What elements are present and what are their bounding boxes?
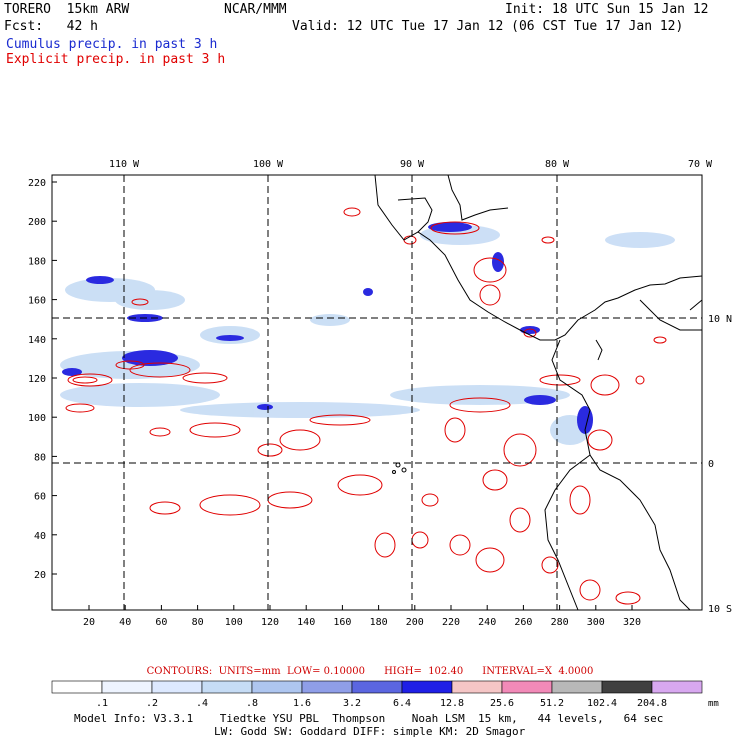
lon-label: 90 W: [400, 159, 425, 170]
y-tick-label: 80: [34, 452, 46, 463]
legend-swatch: [251, 680, 303, 694]
model-info: Model Info: V3.3.1 Tiedtke YSU PBL Thomp…: [74, 712, 664, 725]
legend-swatch: [301, 680, 353, 694]
lat-label: 0: [708, 459, 714, 470]
legend-label: 51.2: [540, 698, 564, 709]
lon-label: 70 W: [688, 159, 713, 170]
graticule: [52, 175, 702, 610]
y-tick-label: 160: [28, 296, 46, 307]
x-tick-label: 160: [333, 617, 351, 628]
legend-swatch: [201, 680, 253, 694]
legend-label: .1: [96, 698, 108, 709]
legend-label: 12.8: [440, 698, 464, 709]
lon-label: 110 W: [109, 159, 140, 170]
y-tick-label: 120: [28, 374, 46, 385]
legend-units: mm: [708, 699, 719, 709]
explicit-contours: [65, 207, 667, 605]
lon-label: 80 W: [545, 159, 570, 170]
x-tick-label: 240: [478, 617, 496, 628]
y-ticks: 220 200 180 160 140 120 100 80 60 40 20: [28, 178, 57, 581]
legend-label: 1.6: [293, 698, 311, 709]
x-tick-label: 180: [370, 617, 388, 628]
coastlines: [374, 174, 703, 611]
legend-label: 25.6: [490, 698, 514, 709]
x-tick-label: 60: [155, 617, 167, 628]
y-tick-label: 200: [28, 217, 46, 228]
legend-swatch: [551, 680, 603, 694]
cumulus-cores: [62, 222, 593, 434]
explicit-legend: Explicit precip. in past 3 h: [6, 52, 226, 67]
x-tick-label: 260: [514, 617, 532, 628]
legend-label: .2: [146, 698, 158, 709]
x-tick-label: 300: [587, 617, 605, 628]
legend-labels: .1 .2 .4 .8 1.6 3.2 6.4 12.8 25.6 51.2 102.4 204.8: [96, 698, 667, 709]
legend-label: .8: [246, 698, 258, 709]
y-tick-label: 180: [28, 256, 46, 267]
legend-label: 204.8: [637, 698, 667, 709]
lat-labels: 10 N 0 10 S: [708, 314, 732, 615]
x-tick-label: 280: [551, 617, 569, 628]
legend-swatch: [151, 680, 203, 694]
cumulus-legend: Cumulus precip. in past 3 h: [6, 37, 218, 52]
legend-swatch: [501, 680, 553, 694]
legend-label: .4: [196, 698, 208, 709]
lat-label: 10 S: [708, 604, 732, 615]
model-title: TORERO 15km ARW: [4, 2, 130, 17]
x-tick-label: 40: [119, 617, 131, 628]
legend-label: 3.2: [343, 698, 361, 709]
x-ticks: 20 40 60 80 100 120 140 160 180 200 220 240 260 280 30…: [83, 605, 641, 628]
init-time: Init: 18 UTC Sun 15 Jan 12: [505, 2, 709, 17]
x-tick-label: 20: [83, 617, 95, 628]
y-tick-label: 60: [34, 492, 46, 503]
legend-swatch: [601, 680, 653, 694]
y-tick-label: 220: [28, 178, 46, 189]
legend-swatch: [401, 680, 453, 694]
y-tick-label: 100: [28, 413, 46, 424]
legend-swatch: [101, 680, 153, 694]
x-tick-label: 120: [261, 617, 279, 628]
physics-info: LW: Godd SW: Goddard DIFF: simple KM: 2D…: [214, 725, 526, 738]
legend-swatch: [451, 680, 503, 694]
lat-label: 10 N: [708, 314, 732, 325]
legend-swatch: [51, 680, 103, 694]
x-tick-label: 320: [623, 617, 641, 628]
legend-swatch: [351, 680, 403, 694]
forecast-hour: Fcst: 42 h: [4, 19, 98, 34]
contours-legend-title: CONTOURS: UNITS=mm LOW= 0.10000 HIGH= 10…: [146, 666, 594, 677]
x-tick-label: 80: [192, 617, 204, 628]
legend-label: 6.4: [393, 698, 411, 709]
y-tick-label: 20: [34, 570, 46, 581]
legend-bar: [51, 680, 703, 694]
x-tick-label: 200: [406, 617, 424, 628]
y-tick-label: 140: [28, 335, 46, 346]
x-tick-label: 140: [297, 617, 315, 628]
lon-label: 100 W: [253, 159, 284, 170]
x-tick-label: 220: [442, 617, 460, 628]
center-label: NCAR/MMM: [224, 2, 287, 17]
legend-label: 102.4: [587, 698, 617, 709]
legend-swatch: [651, 680, 703, 694]
lon-labels: 110 W 100 W 90 W 80 W 70 W: [109, 159, 713, 170]
x-tick-label: 100: [225, 617, 243, 628]
valid-time: Valid: 12 UTC Tue 17 Jan 12 (06 CST Tue …: [292, 19, 684, 34]
y-tick-label: 40: [34, 531, 46, 542]
